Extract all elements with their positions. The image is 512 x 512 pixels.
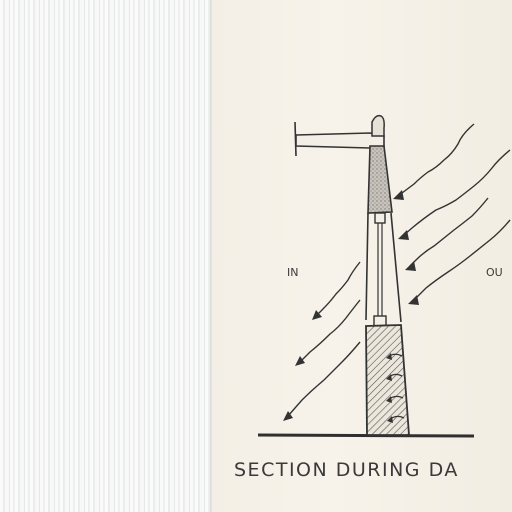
masonry-wall <box>365 324 410 436</box>
caption: SECTION DURING DA <box>234 459 459 481</box>
paper-edge <box>210 0 213 512</box>
heat-rays-inside <box>287 261 361 417</box>
window-frame <box>365 212 402 327</box>
striped-background <box>0 0 212 512</box>
label-outside: OU <box>486 266 503 279</box>
wall-head <box>367 114 393 214</box>
ground-line <box>257 433 475 438</box>
heat-ray-arrowheads-inside <box>283 310 322 421</box>
sun-ray-arrowheads-outside <box>393 190 419 305</box>
sketch-paper <box>212 0 512 512</box>
label-inside: IN <box>287 266 298 279</box>
sun-rays-outside <box>397 123 511 301</box>
